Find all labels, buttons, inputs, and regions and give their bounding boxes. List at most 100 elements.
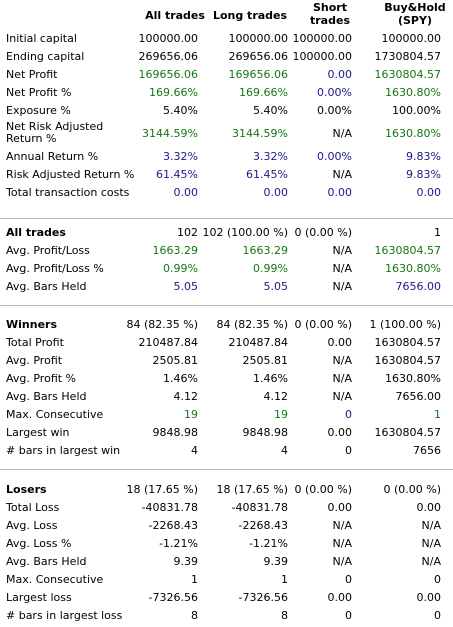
cell-short: N/A	[332, 372, 352, 385]
table-row: Avg. Loss % -1.21% -1.21% N/A N/A	[0, 535, 453, 553]
table-row: Largest loss -7326.56 -7326.56 0.00 0.00	[0, 589, 453, 607]
cell-bh: 7656.00	[395, 280, 442, 293]
cell-short: 0.00	[327, 591, 353, 604]
cell-all: 9.39	[173, 555, 199, 568]
cell-bh: 0.00	[416, 501, 442, 514]
table-row: # bars in largest loss 8 8 0 0	[0, 607, 453, 625]
cell-short: N/A	[332, 127, 352, 140]
table-row: Ending capital 269656.06 269656.06 100000.0…	[0, 48, 453, 66]
cell-long: 5.05	[263, 280, 289, 293]
cell-bh: N/A	[421, 537, 441, 550]
cell-short: 0	[345, 573, 352, 586]
cell-all: 0.99%	[163, 262, 198, 275]
cell-all: 3144.59%	[142, 127, 198, 140]
cell-short: N/A	[332, 280, 352, 293]
cell-bh: 1630.80%	[385, 86, 441, 99]
cell-bh: 9.83%	[406, 150, 441, 163]
cell-long: 1	[281, 573, 288, 586]
cell-all: 4.12	[173, 390, 199, 403]
cell-all: 2505.81	[152, 354, 199, 367]
row-label: Winners	[6, 318, 57, 331]
cell-bh: 9.83%	[406, 168, 441, 181]
table-row: Max. Consecutive 19 19 0 1	[0, 406, 453, 424]
table-row: Avg. Profit/Loss % 0.99% 0.99% N/A 1630.80%	[0, 260, 453, 278]
cell-short: 0.00	[327, 68, 353, 81]
row-label: Avg. Loss	[6, 519, 58, 532]
cell-short: 0 (0.00 %)	[294, 226, 352, 239]
cell-all: 19	[184, 408, 198, 421]
cell-short: 0.00%	[317, 104, 352, 117]
cell-long: 1663.29	[242, 244, 289, 257]
cell-long: 84 (82.35 %)	[216, 318, 288, 331]
cell-long: -7326.56	[238, 591, 288, 604]
table-row: Avg. Bars Held 5.05 5.05 N/A 7656.00	[0, 278, 453, 296]
cell-all: 3.32%	[163, 150, 198, 163]
header-all-trades: All trades	[145, 9, 205, 22]
cell-all: 169656.06	[138, 68, 199, 81]
cell-long: 0.00	[263, 186, 289, 199]
row-label: Avg. Profit/Loss %	[6, 262, 104, 275]
section-separator	[0, 218, 453, 219]
cell-long: 169.66%	[239, 86, 288, 99]
section-header-row: Losers 18 (17.65 %) 18 (17.65 %) 0 (0.00 %)…	[0, 481, 453, 499]
cell-all: 210487.84	[138, 336, 199, 349]
cell-bh: 1630804.57	[374, 336, 441, 349]
cell-long: 1.46%	[253, 372, 288, 385]
table-row: Net Profit % 169.66% 169.66% 0.00% 1630.80%	[0, 84, 453, 102]
cell-bh: N/A	[421, 555, 441, 568]
row-label: Total transaction costs	[6, 186, 130, 199]
cell-bh: 1	[434, 408, 441, 421]
cell-all: 1.46%	[163, 372, 198, 385]
cell-bh: 0.00	[416, 591, 442, 604]
cell-all: 1	[191, 573, 198, 586]
cell-all: 100000.00	[138, 32, 199, 45]
cell-long: 4	[281, 444, 288, 457]
cell-long: -2268.43	[238, 519, 288, 532]
cell-bh: 0	[434, 573, 441, 586]
table-row: Avg. Profit/Loss 1663.29 1663.29 N/A 1630804…	[0, 242, 453, 260]
cell-bh: 0	[434, 609, 441, 622]
table-row: Max. Consecutive 1 1 0 0	[0, 571, 453, 589]
table-row: Avg. Profit % 1.46% 1.46% N/A 1630.80%	[0, 370, 453, 388]
row-label: Exposure %	[6, 104, 71, 117]
cell-all: 9848.98	[152, 426, 199, 439]
cell-long: 3.32%	[253, 150, 288, 163]
row-label: Net Risk Adjusted Return %	[6, 120, 104, 145]
cell-long: 169656.06	[228, 68, 289, 81]
row-label: Total Profit	[6, 336, 64, 349]
table-row: Exposure % 5.40% 5.40% 0.00% 100.00%	[0, 102, 453, 120]
cell-short: 0.00	[327, 501, 353, 514]
cell-long: 19	[274, 408, 288, 421]
header-buy-and-hold: Buy&Hold (SPY)	[384, 1, 446, 27]
section-separator	[0, 305, 453, 306]
cell-all: 1663.29	[152, 244, 199, 257]
cell-all: -1.21%	[159, 537, 198, 550]
cell-short: 0	[345, 609, 352, 622]
table-row: # bars in largest win 4 4 0 7656	[0, 442, 453, 460]
cell-short: 0.00	[327, 186, 353, 199]
cell-bh: 1	[434, 226, 441, 239]
cell-bh: N/A	[421, 519, 441, 532]
cell-short: N/A	[332, 390, 352, 403]
row-label: Initial capital	[6, 32, 77, 45]
cell-long: 9848.98	[242, 426, 289, 439]
row-label: Ending capital	[6, 50, 85, 63]
cell-short: N/A	[332, 555, 352, 568]
cell-all: 8	[191, 609, 198, 622]
cell-short: 100000.00	[292, 32, 353, 45]
row-label: Avg. Bars Held	[6, 280, 87, 293]
cell-bh: 100.00%	[392, 104, 441, 117]
cell-bh: 1630804.57	[374, 68, 441, 81]
cell-bh: 7656	[413, 444, 441, 457]
cell-all: 5.05	[173, 280, 199, 293]
cell-long: 5.40%	[253, 104, 288, 117]
cell-bh: 1630.80%	[385, 262, 441, 275]
column-headers: All trades Long trades Short trades Buy&…	[0, 0, 453, 30]
cell-bh: 1630804.57	[374, 354, 441, 367]
cell-short: 0.00	[327, 336, 353, 349]
cell-bh: 1630804.57	[374, 426, 441, 439]
cell-all: -2268.43	[148, 519, 198, 532]
cell-long: 8	[281, 609, 288, 622]
row-label: Net Profit	[6, 68, 58, 81]
cell-long: 0.99%	[253, 262, 288, 275]
